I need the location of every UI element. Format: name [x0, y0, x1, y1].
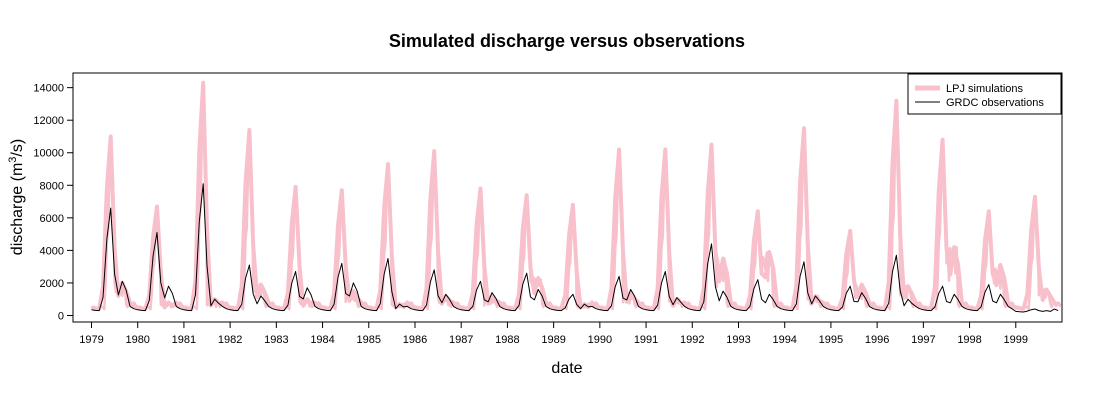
simulation-series-line [91, 80, 1060, 311]
plot-frame [72, 72, 1063, 323]
x-tick-label: 1980 [125, 334, 149, 346]
x-tick-label: 1991 [634, 334, 658, 346]
x-axis-label: date [551, 360, 582, 377]
simulation-series-variability [90, 116, 1062, 311]
x-tick-label: 1988 [495, 334, 519, 346]
x-tick-label: 1979 [79, 334, 103, 346]
x-tick-label: 1982 [218, 334, 242, 346]
simulation-series-layer [90, 80, 1062, 311]
x-tick-label: 1984 [310, 334, 334, 346]
y-tick-label: 6000 [40, 213, 64, 225]
y-axis-label: discharge (m3/s) [7, 139, 26, 255]
observation-series-layer [91, 183, 1059, 313]
y-tick-label: 0 [58, 310, 64, 322]
x-tick-label: 1990 [588, 334, 612, 346]
y-axis: 0 2000 4000 6000 8000 10000 12000 14000 [33, 83, 73, 322]
legend: LPJ simulations GRDC observations [907, 73, 1062, 115]
x-tick-label: 1993 [726, 334, 750, 346]
x-tick-label: 1997 [911, 334, 935, 346]
y-tick-label: 14000 [33, 83, 64, 95]
legend-label-simulations: LPJ simulations [946, 83, 1024, 95]
x-tick-label: 1995 [819, 334, 843, 346]
x-tick-label: 1985 [357, 334, 381, 346]
y-tick-label: 10000 [33, 148, 64, 160]
y-tick-label: 12000 [33, 115, 64, 127]
y-tick-label: 2000 [40, 278, 64, 290]
legend-label-observations: GRDC observations [946, 97, 1044, 109]
x-tick-label: 1996 [865, 334, 889, 346]
chart-title: Simulated discharge versus observations [389, 31, 745, 51]
x-tick-label: 1992 [680, 334, 704, 346]
x-tick-label: 1994 [772, 334, 796, 346]
x-tick-label: 1987 [449, 334, 473, 346]
x-tick-label: 1986 [403, 334, 427, 346]
x-tick-label: 1999 [1004, 334, 1028, 346]
x-axis: 1979 1980 1981 1982 1983 1984 1985 1986 1987 1988… [79, 322, 1028, 346]
legend-box [907, 73, 1062, 115]
x-tick-label: 1989 [541, 334, 565, 346]
x-tick-label: 1998 [957, 334, 981, 346]
x-tick-label: 1981 [172, 334, 196, 346]
observation-series-line [91, 183, 1059, 313]
x-tick-label: 1983 [264, 334, 288, 346]
y-tick-label: 4000 [40, 245, 64, 257]
y-tick-label: 8000 [40, 180, 64, 192]
